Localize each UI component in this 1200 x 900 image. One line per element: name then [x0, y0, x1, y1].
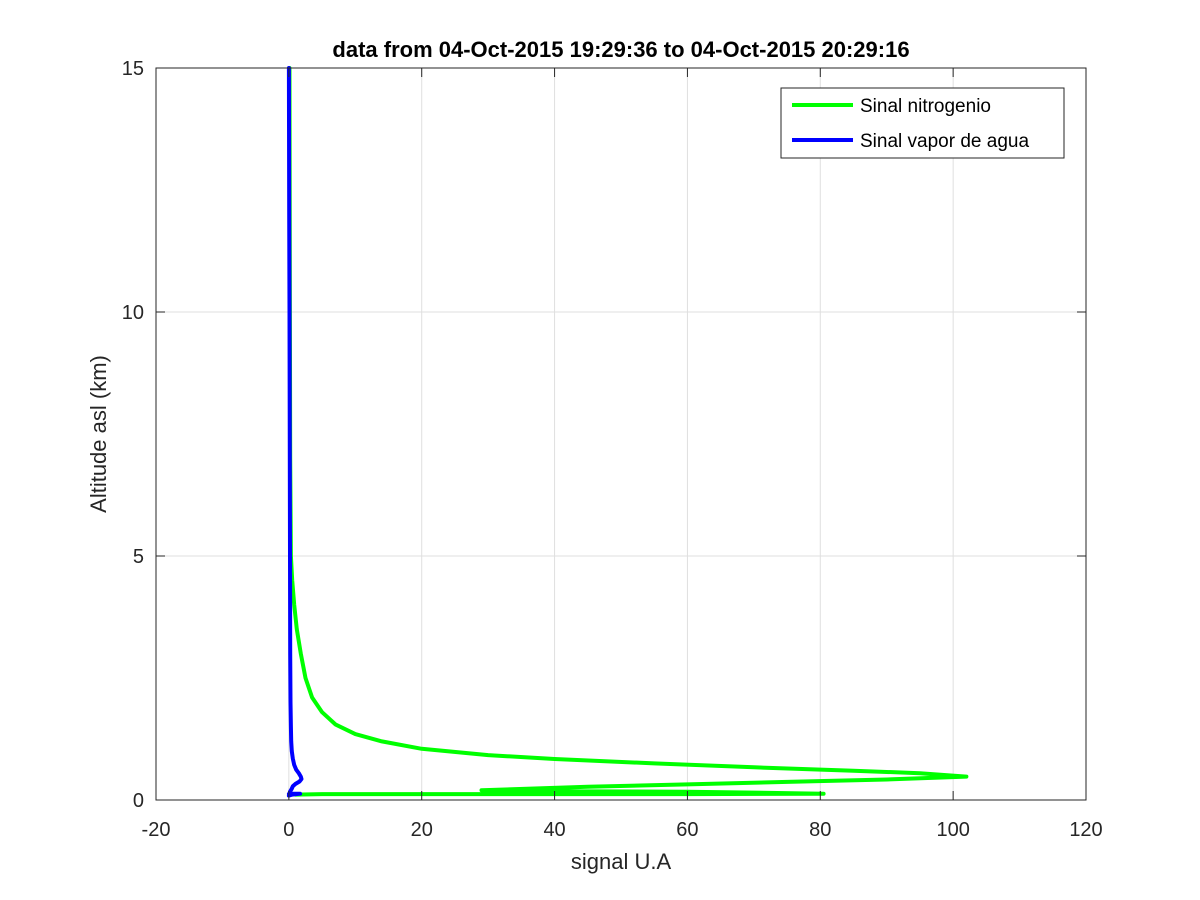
- tick-marks: [155, 67, 1087, 801]
- legend: Sinal nitrogenio Sinal vapor de agua: [780, 87, 1065, 159]
- legend-label-nitrogenio: Sinal nitrogenio: [860, 96, 991, 117]
- plot-area: [155, 66, 1087, 801]
- x-tick-label: 100: [936, 819, 969, 841]
- axes-background: [156, 68, 1086, 800]
- x-tick-label: 60: [676, 819, 698, 841]
- y-tick-label: 10: [122, 302, 144, 324]
- y-tick-label: 5: [133, 546, 144, 568]
- chart-title: data from 04-Oct-2015 19:29:36 to 04-Oct…: [332, 37, 909, 62]
- x-axis-label: signal U.A: [571, 849, 672, 874]
- x-tick-label: 20: [411, 819, 433, 841]
- y-axis-label: Altitude asl (km): [86, 355, 111, 513]
- x-tick-label: -20: [142, 819, 171, 841]
- x-tick-label: 40: [543, 819, 565, 841]
- x-tick-label: 0: [283, 819, 294, 841]
- x-tick-label: 80: [809, 819, 831, 841]
- legend-label-vapor-de-agua: Sinal vapor de agua: [860, 131, 1029, 152]
- x-tick-labels: -20 0 20 40 60 80 100 120: [142, 819, 1103, 841]
- y-tick-labels: 0 5 10 15: [122, 58, 144, 812]
- legend-box: [780, 87, 1065, 159]
- y-tick-label: 0: [133, 790, 144, 812]
- y-tick-label: 15: [122, 58, 144, 80]
- series-line-nitrogenio: [287, 66, 969, 797]
- x-tick-label: 120: [1069, 819, 1102, 841]
- axes-frame: [155, 67, 1087, 801]
